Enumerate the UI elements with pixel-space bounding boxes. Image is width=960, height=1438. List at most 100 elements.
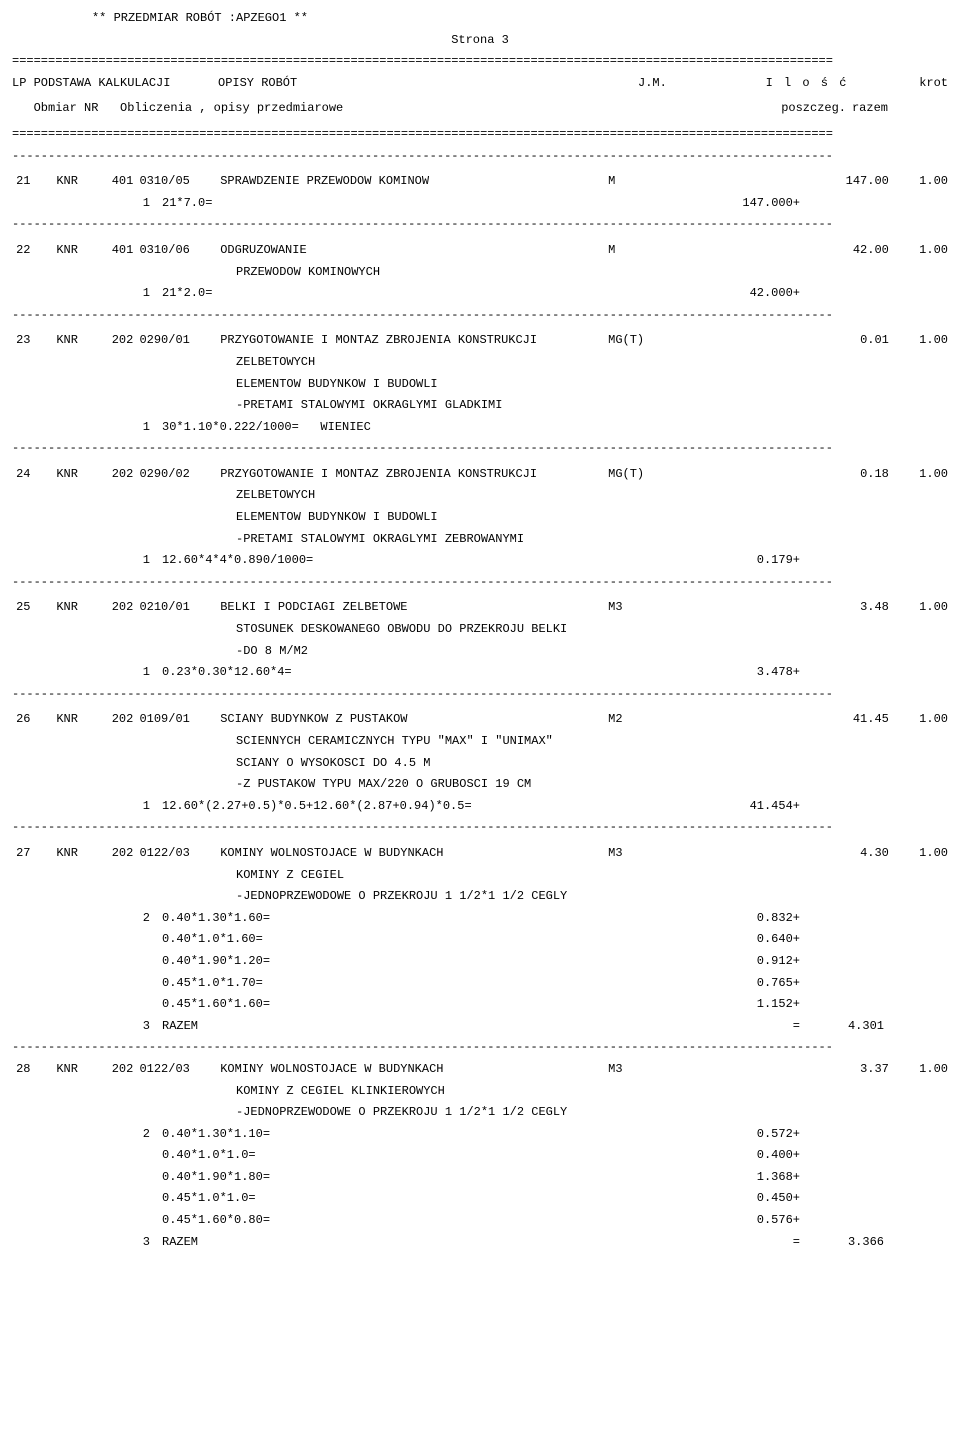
item-num: 202 [112, 843, 140, 865]
item-num: 401 [112, 171, 140, 193]
item-code: 0310/05 [139, 171, 202, 193]
separator: ----------------------------------------… [12, 305, 948, 327]
calc-expr: 12.60*4*4*0.890/1000= [162, 550, 700, 572]
item-jm: MG(T) [608, 330, 663, 352]
item-desc-cont: SCIENNYCH CERAMICZNYCH TYPU "MAX" I "UNI… [218, 731, 656, 753]
item-row: STOSUNEK DESKOWANEGO OBWODU DO PRZEKROJU… [12, 619, 948, 641]
calc-nr: 2 [120, 1124, 162, 1146]
item-razem: 4.30 [811, 843, 889, 865]
total-val: 3.366 [800, 1232, 884, 1254]
calc-row: 0.45*1.0*1.70=0.765+ [12, 973, 948, 995]
item-desc: BELKI I PODCIAGI ZELBETOWE [202, 597, 608, 619]
item-ref: KNR [56, 709, 111, 731]
separator: ----------------------------------------… [12, 572, 948, 594]
calc-row: 20.40*1.30*1.60=0.832+ [12, 908, 948, 930]
calc-row: 0.40*1.0*1.60=0.640+ [12, 929, 948, 951]
item-row: 23KNR2020290/01PRZYGOTOWANIE I MONTAZ ZB… [12, 330, 948, 352]
item-desc: KOMINY WOLNOSTOJACE W BUDYNKACH [202, 1059, 608, 1081]
item-code: 0210/01 [139, 597, 202, 619]
item-ref: KNR [56, 464, 111, 486]
item-razem: 41.45 [811, 709, 889, 731]
calc-expr: 21*2.0= [162, 283, 700, 305]
item-row: ELEMENTOW BUDYNKOW I BUDOWLI [12, 374, 948, 396]
total-eq: = [700, 1016, 800, 1038]
item-row: ELEMENTOW BUDYNKOW I BUDOWLI [12, 507, 948, 529]
calc-val [700, 417, 800, 439]
item-razem: 42.00 [811, 240, 889, 262]
total-eq: = [700, 1232, 800, 1254]
separator: ----------------------------------------… [12, 214, 948, 236]
item-desc-cont: ELEMENTOW BUDYNKOW I BUDOWLI [218, 374, 656, 396]
item-desc-cont: -JEDNOPRZEWODOWE O PRZEKROJU 1 1/2*1 1/2… [218, 1102, 656, 1124]
item-lp: 23 [12, 330, 30, 352]
item-lp: 25 [12, 597, 30, 619]
total-nr: 3 [120, 1232, 162, 1254]
item-razem: 147.00 [811, 171, 889, 193]
total-row: 3RAZEM=3.366 [12, 1232, 948, 1254]
item-desc-cont: -PRETAMI STALOWYMI OKRAGLYMI ZEBROWANYMI [218, 529, 656, 551]
item-code: 0122/03 [139, 1059, 202, 1081]
calc-val: 1.368+ [700, 1167, 800, 1189]
item-desc: ODGRUZOWANIE [202, 240, 608, 262]
total-nr: 3 [120, 1016, 162, 1038]
calc-row: 112.60*4*4*0.890/1000=0.179+ [12, 550, 948, 572]
item-desc-cont: -DO 8 M/M2 [218, 641, 656, 663]
total-label: RAZEM [162, 1232, 700, 1254]
item-row: -JEDNOPRZEWODOWE O PRZEKROJU 1 1/2*1 1/2… [12, 1102, 948, 1124]
item-desc: SCIANY BUDYNKOW Z PUSTAKOW [202, 709, 608, 731]
item-num: 401 [112, 240, 140, 262]
separator: ========================================… [12, 124, 948, 146]
item-krot: 1.00 [889, 240, 948, 262]
item-desc-cont: ELEMENTOW BUDYNKOW I BUDOWLI [218, 507, 656, 529]
calc-nr: 1 [120, 283, 162, 305]
calc-nr: 1 [120, 662, 162, 684]
calc-expr: 12.60*(2.27+0.5)*0.5+12.60*(2.87+0.94)*0… [162, 796, 700, 818]
item-jm: M3 [608, 1059, 663, 1081]
item-jm: M2 [608, 709, 663, 731]
item-row: -DO 8 M/M2 [12, 641, 948, 663]
item-desc: PRZYGOTOWANIE I MONTAZ ZBROJENIA KONSTRU… [202, 330, 608, 352]
item-code: 0290/02 [139, 464, 202, 486]
separator: ----------------------------------------… [12, 146, 948, 168]
item-row: -Z PUSTAKOW TYPU MAX/220 O GRUBOSCI 19 C… [12, 774, 948, 796]
calc-row: 130*1.10*0.222/1000= WIENIEC [12, 417, 948, 439]
calc-val: 0.572+ [700, 1124, 800, 1146]
item-row: 28KNR2020122/03KOMINY WOLNOSTOJACE W BUD… [12, 1059, 948, 1081]
calc-row: 121*7.0=147.000+ [12, 193, 948, 215]
calc-val: 3.478+ [700, 662, 800, 684]
item-num: 202 [112, 330, 140, 352]
calc-row: 10.23*0.30*12.60*4=3.478+ [12, 662, 948, 684]
item-krot: 1.00 [889, 330, 948, 352]
item-num: 202 [112, 1059, 140, 1081]
document-title: ** PRZEDMIAR ROBÓT :APZEGO1 ** [92, 8, 308, 30]
header-razem: razem [846, 98, 948, 120]
item-desc: KOMINY WOLNOSTOJACE W BUDYNKACH [202, 843, 608, 865]
separator: ----------------------------------------… [12, 1037, 948, 1059]
calc-nr: 1 [120, 193, 162, 215]
item-row: KOMINY Z CEGIEL KLINKIEROWYCH [12, 1081, 948, 1103]
calc-nr: 1 [120, 796, 162, 818]
calc-nr: 2 [120, 908, 162, 930]
calc-nr: 1 [120, 550, 162, 572]
calc-nr [120, 951, 162, 973]
calc-val: 0.832+ [700, 908, 800, 930]
calc-row: 0.40*1.90*1.20=0.912+ [12, 951, 948, 973]
calc-val: 42.000+ [700, 283, 800, 305]
calc-val: 0.765+ [700, 973, 800, 995]
calc-row: 0.40*1.90*1.80=1.368+ [12, 1167, 948, 1189]
header-opisy: OPISY ROBÓT [218, 73, 638, 95]
item-row: ZELBETOWYCH [12, 485, 948, 507]
item-desc-cont: ZELBETOWYCH [218, 352, 656, 374]
item-razem: 0.18 [811, 464, 889, 486]
calc-val: 0.640+ [700, 929, 800, 951]
item-num: 202 [112, 709, 140, 731]
item-num: 202 [112, 464, 140, 486]
item-lp: 27 [12, 843, 30, 865]
item-desc-cont: SCIANY O WYSOKOSCI DO 4.5 M [218, 753, 656, 775]
calc-expr: 0.40*1.30*1.60= [162, 908, 700, 930]
item-desc-cont: -JEDNOPRZEWODOWE O PRZEKROJU 1 1/2*1 1/2… [218, 886, 656, 908]
calc-expr: 0.45*1.0*1.70= [162, 973, 700, 995]
calc-expr: 0.40*1.30*1.10= [162, 1124, 700, 1146]
calc-expr: 21*7.0= [162, 193, 700, 215]
item-jm: M [608, 171, 663, 193]
